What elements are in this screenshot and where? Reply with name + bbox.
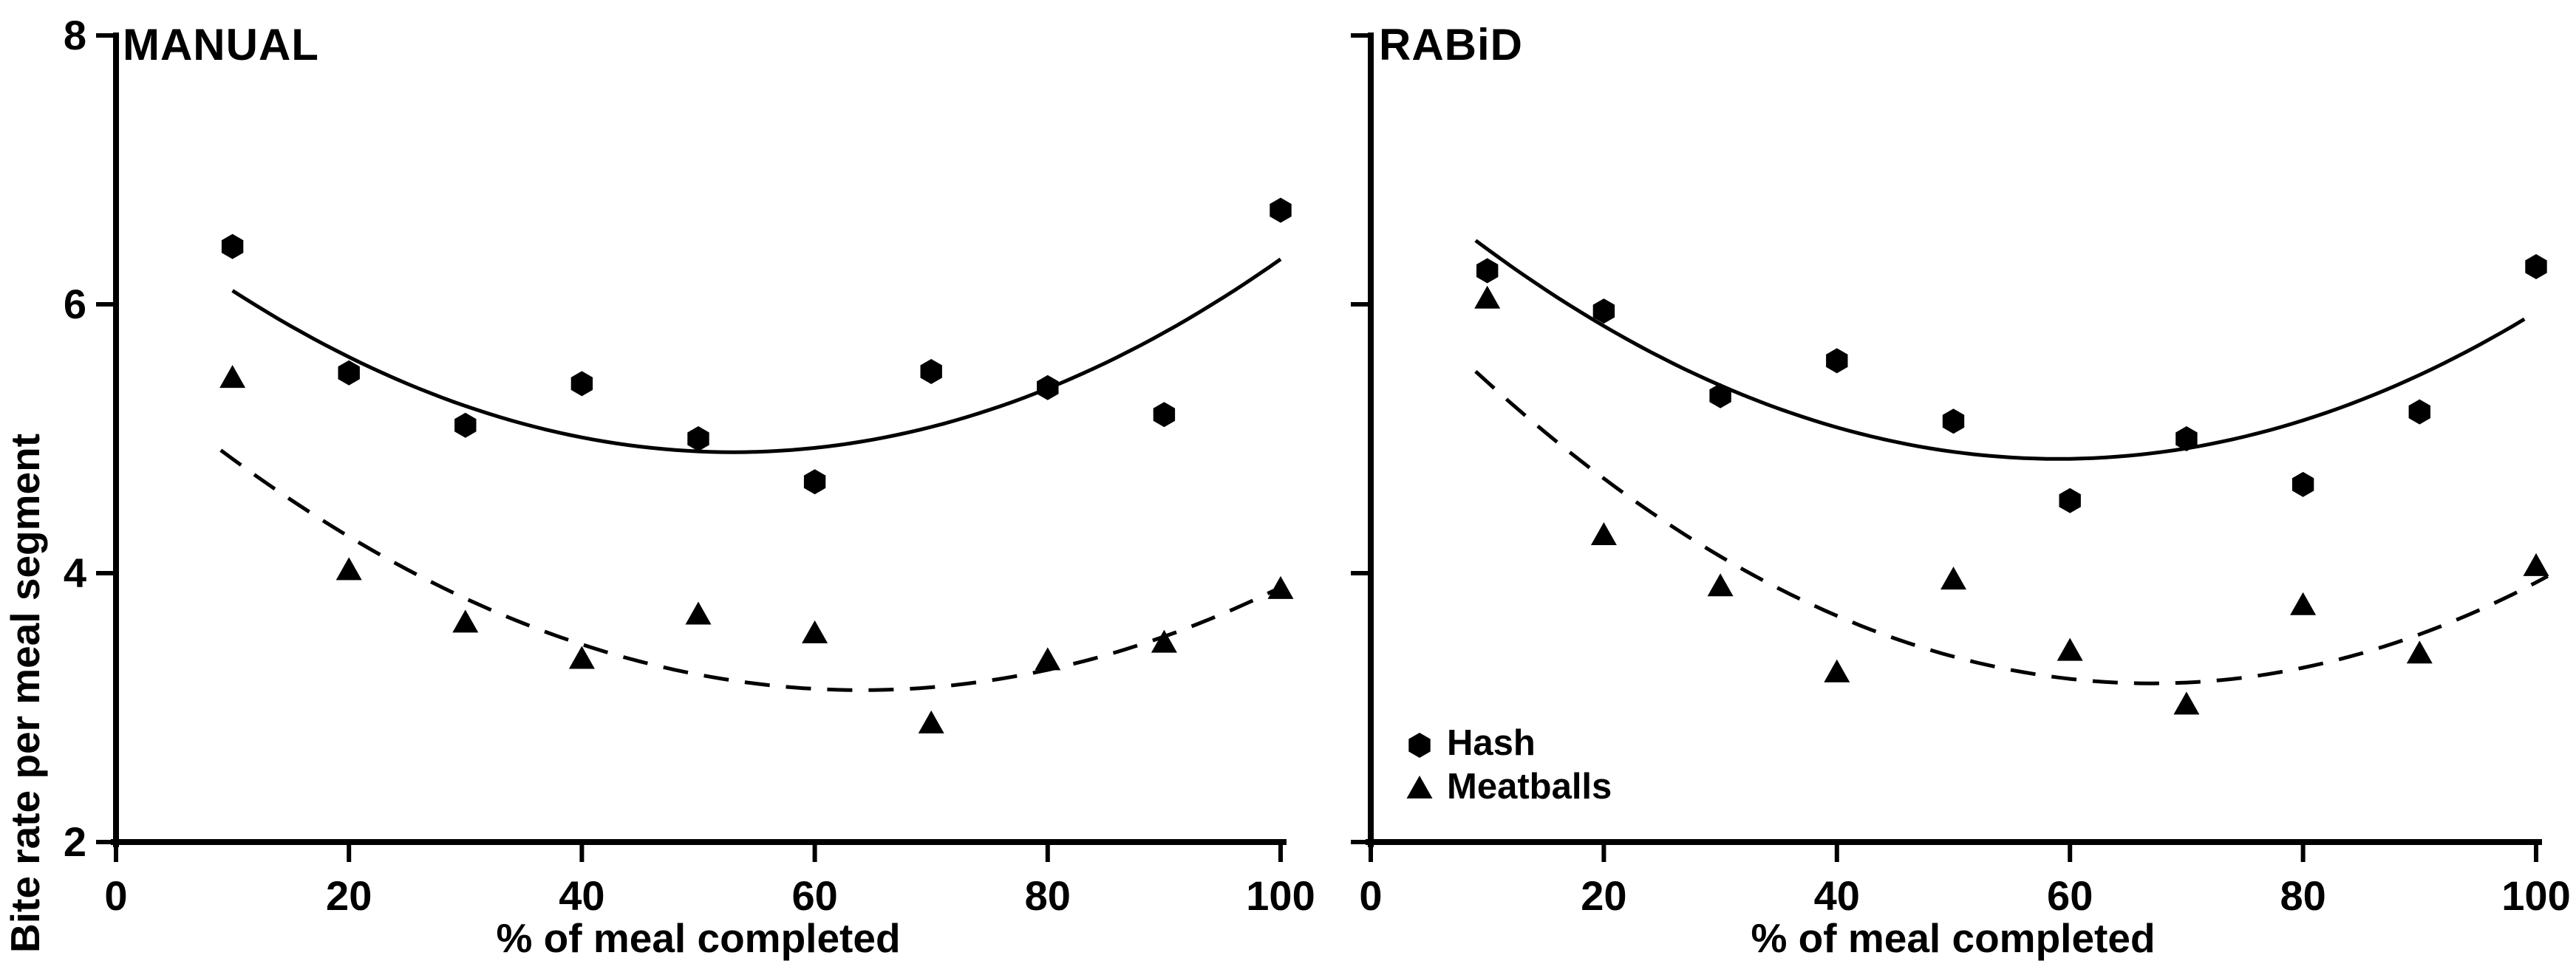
x-tick-label: 100 [2501,872,2570,919]
axes: 8 6 4 20 20 40 60 80 100 [64,12,1315,919]
x-tick-label: 0 [1359,872,1382,919]
trend-meatballs-dashed [219,448,1282,692]
series-meatballs [219,365,1294,733]
meatballs-marker [219,365,246,389]
meatballs-marker [568,646,595,669]
hash-marker [1709,383,1731,408]
hash-marker [1826,348,1848,374]
meatballs-marker [2057,637,2083,661]
x-tick-label: 0 [104,872,127,919]
x-tick-label: 60 [2047,872,2093,919]
hash-marker [920,359,942,384]
trend-hash-solid [231,257,1282,454]
x-tick-label: 100 [1246,872,1315,919]
hash-marker [803,469,826,495]
y-axis-title: Bite rate per meal segment [2,433,48,953]
meatballs-marker [335,557,362,581]
x-axis-title-right: % of meal completed [1751,915,2156,961]
x-axis-title-left: % of meal completed [496,915,901,961]
meatballs-marker [1824,659,1850,682]
triangle-marker-icon [1406,775,1433,798]
hash-marker [1270,197,1292,223]
hash-marker [1942,408,1965,434]
series-hash [221,197,1292,495]
legend-label-meatballs: Meatballs [1447,767,1612,807]
x-tick-label: 60 [791,872,837,919]
legend: Hash Meatballs [1403,725,1612,805]
x-tick-label: 20 [1581,872,1626,919]
meatballs-marker [1590,522,1617,546]
panel-manual: 8 6 4 20 20 40 60 80 100 [64,12,1315,919]
x-tick-label: 80 [2280,872,2325,919]
hexagon-marker-icon [1408,732,1431,758]
hash-marker [687,426,709,451]
hash-marker [221,233,244,259]
legend-item-hash: Hash [1403,725,1612,762]
meatballs-marker [918,710,944,733]
series-hash [1476,254,2547,513]
legend-label-hash: Hash [1447,723,1536,763]
legend-meatballs-marker [1406,775,1433,798]
meatballs-marker [1267,575,1294,599]
hash-marker [2175,426,2198,451]
meatballs-marker [452,609,479,633]
y-tick-label: 6 [64,281,86,327]
hash-marker [2525,254,2547,279]
y-tick-label: 2 [64,818,86,865]
hash-marker [2059,488,2081,513]
hash-marker [454,412,477,438]
series-meatballs [1474,285,2549,715]
meatballs-marker [1940,567,1966,590]
legend-item-meatballs: Meatballs [1403,769,1612,805]
axes: 0 20 40 60 80 100 [1351,32,2571,919]
meatballs-marker [2173,691,2200,715]
trend-meatballs-dashed [1474,369,2549,685]
hash-marker [1153,402,1176,428]
y-tick-label: 4 [64,550,86,596]
panel-rabid: 0 20 40 60 80 100 [1351,32,2571,919]
legend-hash-marker [1408,732,1431,758]
panel-title-rabid: RABiD [1379,20,1523,69]
panel-title-manual: MANUAL [123,20,319,69]
hash-marker [2292,471,2314,497]
hash-marker [1476,258,1499,284]
meatballs-marker [2406,640,2433,664]
hash-marker [1037,374,1059,400]
hash-marker [2408,399,2430,425]
x-tick-label: 80 [1025,872,1071,919]
meatballs-marker [1035,647,1061,671]
hash-marker [570,371,593,397]
x-tick-label: 40 [1814,872,1860,919]
x-tick-label: 40 [559,872,604,919]
meatballs-marker [685,601,712,625]
hash-marker [338,360,360,386]
meatballs-marker [2523,552,2549,576]
y-tick-label: 8 [64,12,86,58]
x-tick-label: 20 [326,872,372,919]
meatballs-marker [802,620,828,643]
meatballs-marker [1707,573,1734,597]
trend-hash-solid [1474,239,2526,461]
meatballs-marker [1151,629,1177,653]
hash-marker [1592,298,1615,324]
meatballs-marker [2290,592,2317,615]
meatballs-marker [1474,285,1501,309]
